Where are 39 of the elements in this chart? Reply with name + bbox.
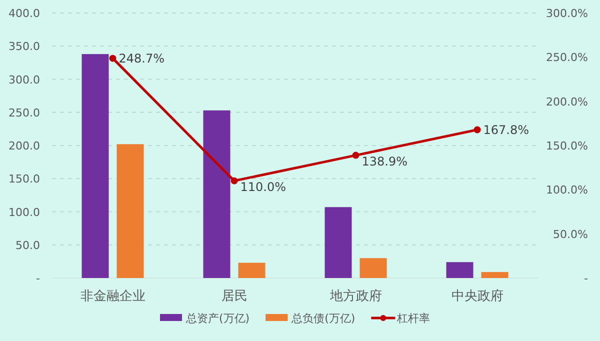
- y-tick-label: -: [36, 272, 40, 285]
- x-tick-label: 中央政府: [451, 288, 504, 304]
- bar: [238, 262, 266, 278]
- y2-tick-label: -: [584, 272, 588, 285]
- legend-label: 杠杆率: [396, 312, 430, 325]
- y-tick-label: 50.0: [16, 238, 40, 252]
- data-label: 138.9%: [362, 154, 408, 168]
- y-tick-label: 350.0: [8, 40, 40, 54]
- bar: [360, 258, 387, 278]
- y-tick-label: 250.0: [8, 106, 40, 120]
- point: [474, 126, 481, 134]
- y2-tick-label: 150.0%: [546, 140, 588, 152]
- data-label: 167.8%: [483, 122, 530, 137]
- y-tick-label: 300.0: [8, 73, 40, 86]
- legend-label: 总资产(万亿): [185, 312, 250, 325]
- x-tick-label: 地方政府: [328, 288, 382, 304]
- data-label: 110.0%: [240, 180, 286, 194]
- bar: [446, 262, 474, 278]
- y-tick-label: 400.0: [8, 7, 40, 20]
- bar: [324, 207, 352, 278]
- y2-tick-label: 100.0%: [546, 184, 588, 197]
- y-tick-label: 100.0: [8, 206, 40, 219]
- bar: [203, 110, 230, 278]
- bar: [82, 54, 109, 278]
- y2-tick-label: 50.0%: [553, 228, 588, 241]
- x-tick-label: 非金融企业: [80, 289, 146, 304]
- point: [109, 54, 116, 62]
- data-label: 248.7%: [118, 51, 165, 66]
- legend-label: 总负债(万亿): [290, 312, 356, 325]
- bar: [116, 144, 144, 278]
- y2-tick-label: 200.0%: [546, 95, 588, 108]
- y2-tick-label: 300.0%: [546, 7, 588, 20]
- y-tick-label: 200.0: [8, 140, 40, 152]
- y-tick-label: 150.0: [8, 172, 40, 186]
- y2-tick-label: 250.0%: [546, 51, 588, 64]
- point: [352, 152, 360, 159]
- point: [230, 177, 238, 184]
- x-tick-label: 居民: [221, 289, 248, 304]
- bar: [481, 272, 508, 278]
